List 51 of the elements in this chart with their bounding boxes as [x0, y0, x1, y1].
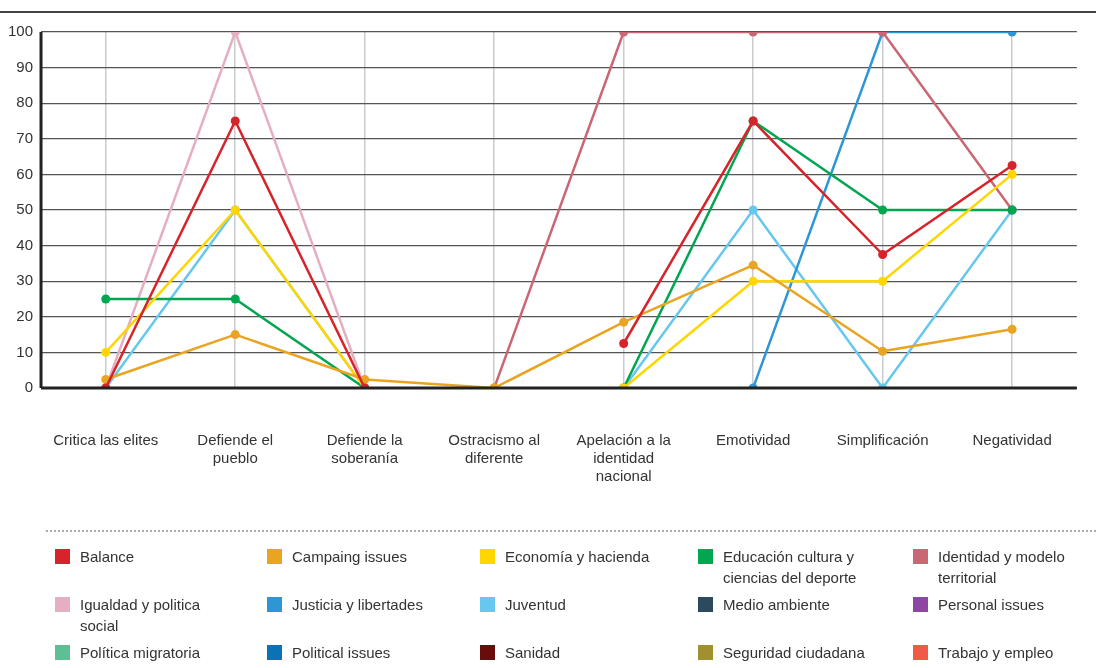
legend-label: Political issues	[292, 643, 391, 663]
y-tick-label: 60	[16, 164, 34, 182]
point	[1007, 169, 1017, 179]
point	[230, 330, 240, 340]
x-tick-label: Apelación a la identidad nacional	[576, 431, 672, 485]
legend-label: Seguridad ciudadana	[723, 643, 865, 663]
x-tick-label: Defiende la soberanía	[326, 431, 404, 467]
point	[878, 205, 888, 215]
point	[101, 347, 111, 357]
y-tick-label: 10	[16, 342, 34, 360]
legend-label: Igualdad y politica social	[80, 595, 202, 636]
x-tick-label: Ostracismo al diferente	[448, 431, 541, 467]
legend-label: Justicia y libertades	[292, 595, 423, 615]
point	[748, 260, 758, 270]
y-tick-label: 50	[16, 200, 34, 218]
point	[1007, 161, 1017, 170]
legend-label: Economía y hacienda	[505, 547, 650, 567]
x-tick-label: Negatividad	[972, 431, 1052, 449]
legend-label: Identidad y modelo territorial	[938, 547, 1066, 588]
y-tick-label: 0	[24, 378, 34, 396]
point	[878, 276, 888, 286]
legend-label: Política migratoria	[80, 643, 201, 663]
y-tick-label: 30	[16, 271, 34, 289]
point	[230, 294, 240, 304]
legend-label: Juventud	[505, 595, 566, 615]
legend-label: Personal issues	[938, 595, 1044, 615]
y-tick-label: 100	[8, 22, 34, 40]
point	[878, 346, 888, 356]
y-tick-label: 80	[16, 93, 34, 111]
x-tick-label: Defiende el pueblo	[197, 431, 274, 467]
x-tick-label: Critica las elites	[53, 431, 159, 449]
legend-label: Trabajo y empleo	[938, 643, 1054, 663]
point	[619, 339, 629, 348]
y-tick-label: 70	[16, 128, 34, 146]
point	[230, 116, 240, 126]
y-tick-label: 90	[16, 57, 34, 75]
point	[748, 276, 758, 286]
point	[748, 205, 758, 215]
x-tick-label: Simplificación	[836, 431, 929, 449]
legend-label: Balance	[80, 547, 135, 567]
legend-label: Campaing issues	[292, 547, 408, 567]
point	[1007, 324, 1017, 334]
legend-label: Sanidad	[505, 643, 561, 663]
legend-label: Medio ambiente	[723, 595, 830, 615]
legend-label: Educación cultura y ciencias del deporte	[723, 547, 858, 588]
x-tick-label: Emotividad	[716, 431, 791, 449]
y-tick-label: 20	[16, 306, 34, 324]
point	[878, 250, 888, 259]
y-tick-label: 40	[16, 235, 34, 253]
point	[619, 317, 629, 327]
point	[101, 294, 111, 304]
